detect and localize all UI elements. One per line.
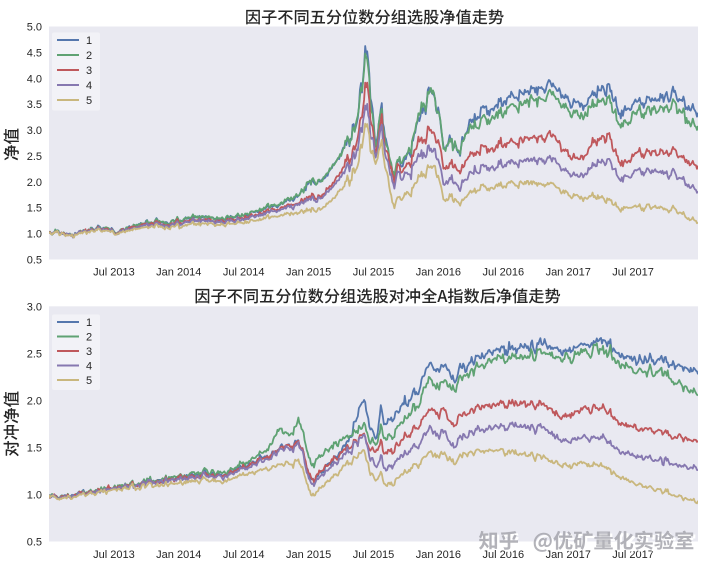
svg-text:Jul 2016: Jul 2016 bbox=[483, 549, 525, 561]
svg-text:3.0: 3.0 bbox=[27, 125, 42, 137]
svg-text:5: 5 bbox=[86, 375, 92, 387]
svg-text:3.0: 3.0 bbox=[27, 301, 42, 313]
svg-text:Jan 2015: Jan 2015 bbox=[286, 267, 331, 279]
svg-text:2.0: 2.0 bbox=[27, 177, 42, 189]
svg-text:Jan 2017: Jan 2017 bbox=[546, 267, 591, 279]
svg-text:Jan 2017: Jan 2017 bbox=[546, 549, 591, 561]
svg-text:5.0: 5.0 bbox=[27, 22, 42, 34]
svg-text:Jan 2014: Jan 2014 bbox=[156, 549, 201, 561]
svg-text:Jan 2015: Jan 2015 bbox=[286, 549, 331, 561]
svg-text:4.0: 4.0 bbox=[27, 73, 42, 85]
svg-text:Jul 2013: Jul 2013 bbox=[93, 267, 135, 279]
svg-text:Jan 2014: Jan 2014 bbox=[156, 267, 201, 279]
svg-text:0.5: 0.5 bbox=[27, 537, 42, 549]
svg-text:Jul 2014: Jul 2014 bbox=[223, 267, 265, 279]
svg-text:1.0: 1.0 bbox=[27, 229, 42, 241]
svg-text:3: 3 bbox=[86, 65, 92, 77]
svg-text:2.5: 2.5 bbox=[27, 151, 42, 163]
svg-text:0.5: 0.5 bbox=[27, 255, 42, 267]
svg-text:Jul 2013: Jul 2013 bbox=[93, 549, 135, 561]
svg-text:5: 5 bbox=[86, 95, 92, 107]
svg-text:3: 3 bbox=[86, 346, 92, 358]
svg-text:2: 2 bbox=[86, 50, 92, 62]
svg-text:Jul 2014: Jul 2014 bbox=[223, 549, 265, 561]
svg-text:1.5: 1.5 bbox=[27, 442, 42, 454]
svg-text:1: 1 bbox=[86, 35, 92, 47]
svg-text:4.5: 4.5 bbox=[27, 47, 42, 59]
svg-text:Jul 2015: Jul 2015 bbox=[353, 549, 395, 561]
svg-text:3.5: 3.5 bbox=[27, 99, 42, 111]
svg-text:Jan 2016: Jan 2016 bbox=[416, 549, 461, 561]
svg-text:1: 1 bbox=[86, 317, 92, 329]
svg-text:1.0: 1.0 bbox=[27, 490, 42, 502]
svg-text:Jul 2017: Jul 2017 bbox=[612, 267, 654, 279]
svg-text:1.5: 1.5 bbox=[27, 203, 42, 215]
svg-text:2: 2 bbox=[86, 332, 92, 344]
svg-text:2.0: 2.0 bbox=[27, 395, 42, 407]
svg-text:Jul 2017: Jul 2017 bbox=[612, 549, 654, 561]
svg-text:4: 4 bbox=[86, 361, 92, 373]
svg-text:Jul 2016: Jul 2016 bbox=[483, 267, 525, 279]
svg-text:Jan 2016: Jan 2016 bbox=[416, 267, 461, 279]
svg-text:2.5: 2.5 bbox=[27, 348, 42, 360]
svg-text:4: 4 bbox=[86, 80, 92, 92]
svg-text:Jul 2015: Jul 2015 bbox=[353, 267, 395, 279]
